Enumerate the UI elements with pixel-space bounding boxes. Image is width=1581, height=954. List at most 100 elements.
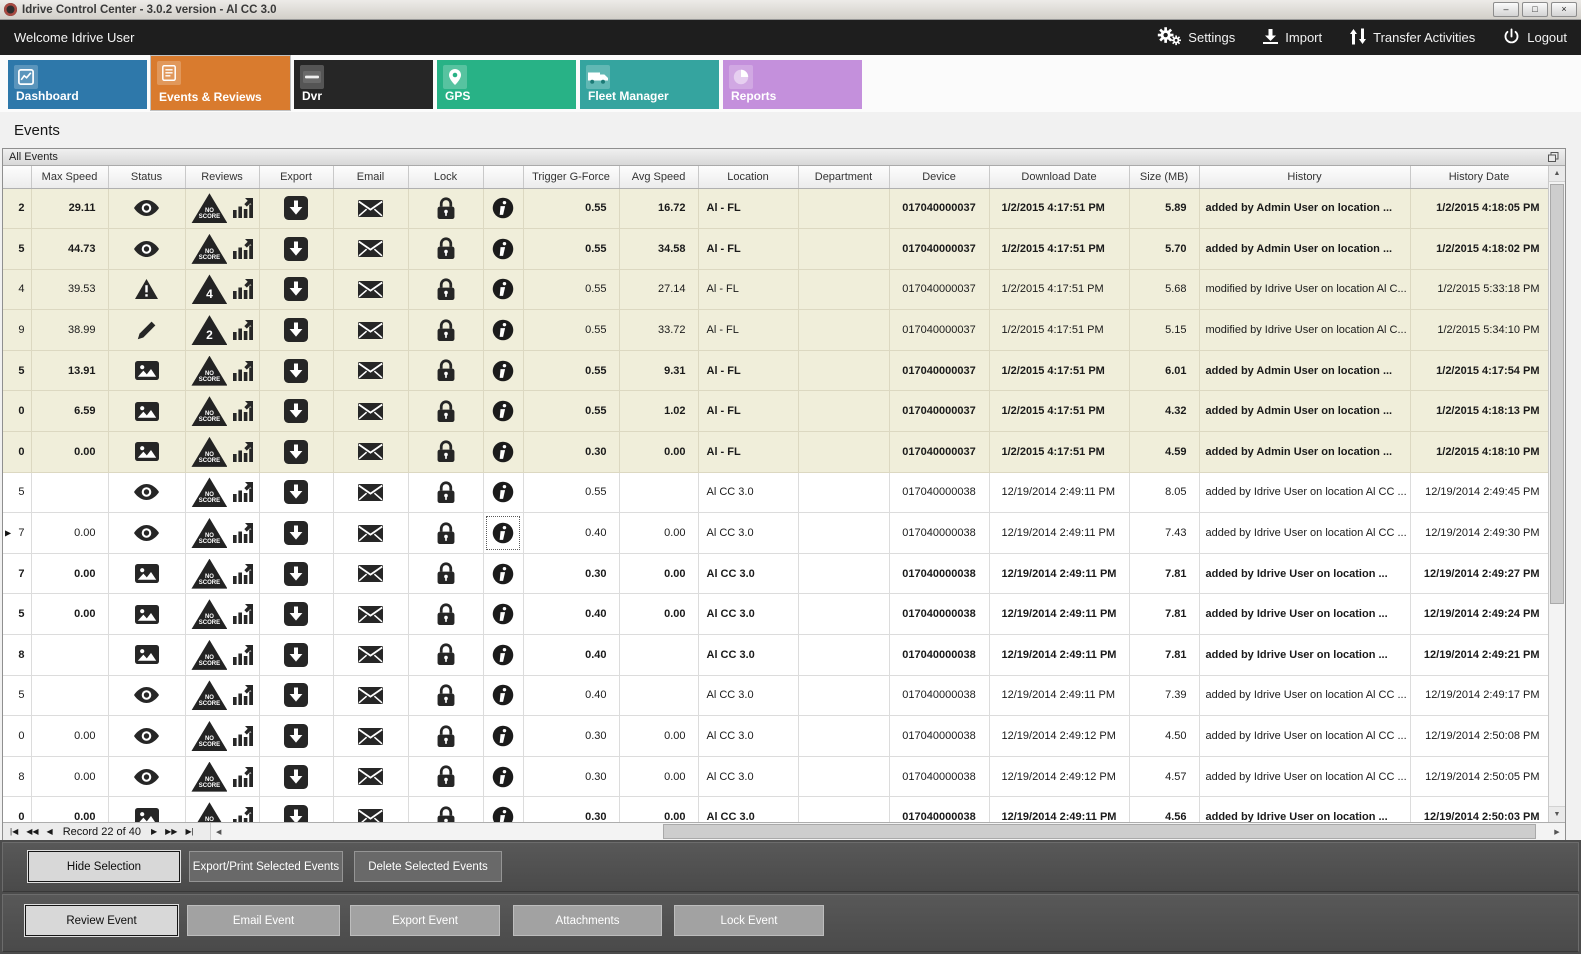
history-date-cell[interactable]: 1/2/2015 5:34:10 PM xyxy=(1410,309,1549,351)
max-speed-cell[interactable] xyxy=(31,675,109,717)
history-date-cell[interactable]: 12/19/2014 2:49:45 PM xyxy=(1410,472,1549,514)
event-row[interactable]: ▶ 5 13.91 NO SCORE 0.55 9.31 Al - FL 017… xyxy=(3,350,1549,392)
download-date-cell[interactable]: 1/2/2015 4:17:51 PM xyxy=(989,269,1130,311)
lock-padlock-icon[interactable] xyxy=(437,562,455,585)
export-download-icon[interactable] xyxy=(284,318,308,343)
settings-button[interactable]: Settings xyxy=(1156,26,1235,49)
lock-padlock-icon[interactable] xyxy=(437,319,455,342)
lock-padlock-icon[interactable] xyxy=(437,481,455,504)
email-cell[interactable] xyxy=(333,350,409,392)
lock-cell[interactable] xyxy=(408,796,484,822)
device-cell[interactable]: 017040000038 xyxy=(889,756,990,798)
department-cell[interactable] xyxy=(798,756,890,798)
history-cell[interactable]: added by Idrive User on location ... xyxy=(1199,593,1411,636)
history-date-cell[interactable]: 1/2/2015 4:18:10 PM xyxy=(1410,431,1549,473)
info-icon[interactable] xyxy=(492,806,514,822)
tab-events-reviews[interactable]: Events & Reviews xyxy=(151,56,290,110)
column-header-trigger-g-force[interactable]: Trigger G-Force xyxy=(523,166,620,189)
event-row[interactable]: ▶ 9 38.99 2 0.55 33.72 Al - FL 017040000… xyxy=(3,309,1549,351)
location-cell[interactable]: Al CC 3.0 xyxy=(698,634,799,676)
next-page-icon[interactable]: ▶▶ xyxy=(165,827,178,836)
history-date-cell[interactable]: 1/2/2015 5:33:18 PM xyxy=(1410,269,1549,311)
email-cell[interactable] xyxy=(333,390,409,433)
review-stats-icon[interactable] xyxy=(232,482,253,503)
lock-cell[interactable] xyxy=(408,634,484,676)
history-date-cell[interactable]: 1/2/2015 4:17:54 PM xyxy=(1410,350,1549,392)
vertical-scrollbar-thumb[interactable] xyxy=(1550,184,1564,604)
max-speed-cell[interactable]: 0.00 xyxy=(31,796,109,822)
info-cell[interactable] xyxy=(483,553,524,595)
device-cell[interactable]: 017040000037 xyxy=(889,350,990,392)
info-icon[interactable] xyxy=(492,684,514,706)
info-icon[interactable] xyxy=(492,197,514,219)
location-cell[interactable]: Al CC 3.0 xyxy=(698,796,799,822)
column-header-device[interactable]: Device xyxy=(889,166,990,189)
download-date-cell[interactable]: 12/19/2014 2:49:11 PM xyxy=(989,634,1130,676)
department-cell[interactable] xyxy=(798,593,890,636)
location-cell[interactable]: Al CC 3.0 xyxy=(698,675,799,717)
column-header-status[interactable]: Status xyxy=(108,166,186,189)
info-icon[interactable] xyxy=(492,360,514,382)
history-cell[interactable]: added by Admin User on location ... xyxy=(1199,431,1411,473)
email-envelope-icon[interactable] xyxy=(358,768,383,786)
reviews-cell[interactable]: NO SCORE xyxy=(185,675,260,717)
info-icon[interactable] xyxy=(492,238,514,260)
lock-event-button[interactable]: Lock Event xyxy=(674,905,824,936)
status-cell[interactable] xyxy=(108,309,186,351)
export-download-icon[interactable] xyxy=(284,683,308,708)
device-cell[interactable]: 017040000038 xyxy=(889,472,990,514)
status-cell[interactable] xyxy=(108,350,186,392)
history-date-cell[interactable]: 12/19/2014 2:50:05 PM xyxy=(1410,756,1549,798)
horizontal-scrollbar-thumb[interactable] xyxy=(663,824,1536,839)
email-cell[interactable] xyxy=(333,715,409,757)
history-date-cell[interactable]: 12/19/2014 2:50:08 PM xyxy=(1410,715,1549,757)
info-icon[interactable] xyxy=(492,725,514,747)
history-cell[interactable]: added by Admin User on location ... xyxy=(1199,390,1411,433)
trigger-g-force-cell[interactable]: 0.55 xyxy=(523,228,620,270)
lock-cell[interactable] xyxy=(408,472,484,514)
horizontal-scrollbar-track[interactable] xyxy=(227,823,1549,840)
email-cell[interactable] xyxy=(333,188,409,230)
event-row[interactable]: ▶ 0 6.59 NO SCORE 0.55 1.02 Al - FL 0170… xyxy=(3,390,1549,433)
column-header-avg-speed[interactable]: Avg Speed xyxy=(619,166,699,189)
review-stats-icon[interactable] xyxy=(232,766,253,787)
location-cell[interactable]: Al - FL xyxy=(698,309,799,351)
event-row[interactable]: ▶ 5 NO SCORE 0.40 Al CC 3.0 017040000038… xyxy=(3,675,1549,717)
download-date-cell[interactable]: 12/19/2014 2:49:11 PM xyxy=(989,553,1130,595)
avg-speed-cell[interactable]: 9.31 xyxy=(619,350,699,392)
max-speed-cell[interactable]: 39.53 xyxy=(31,269,109,311)
event-row[interactable]: ▶ 4 39.53 4 0.55 27.14 Al - FL 017040000… xyxy=(3,269,1549,311)
export-download-icon[interactable] xyxy=(284,561,308,586)
size-cell[interactable]: 4.57 xyxy=(1129,756,1200,798)
download-date-cell[interactable]: 1/2/2015 4:17:51 PM xyxy=(989,390,1130,433)
event-row[interactable]: ▶ 8 NO SCORE 0.40 Al CC 3.0 017040000038… xyxy=(3,634,1549,676)
history-date-cell[interactable]: 1/2/2015 4:18:02 PM xyxy=(1410,228,1549,270)
max-speed-cell[interactable] xyxy=(31,472,109,514)
history-date-cell[interactable]: 12/19/2014 2:49:17 PM xyxy=(1410,675,1549,717)
lock-cell[interactable] xyxy=(408,675,484,717)
export-cell[interactable] xyxy=(259,269,334,311)
reviews-cell[interactable]: NO SCORE xyxy=(185,796,260,822)
lock-padlock-icon[interactable] xyxy=(437,359,455,382)
import-button[interactable]: Import xyxy=(1263,28,1322,47)
transfer-activities-button[interactable]: Transfer Activities xyxy=(1350,28,1475,48)
row-indicator-cell[interactable]: ▶ 5 xyxy=(3,675,32,717)
review-stats-icon[interactable] xyxy=(232,320,253,341)
export-download-icon[interactable] xyxy=(284,277,308,302)
email-envelope-icon[interactable] xyxy=(358,605,383,623)
download-date-cell[interactable]: 12/19/2014 2:49:11 PM xyxy=(989,593,1130,636)
export-download-icon[interactable] xyxy=(284,439,308,464)
lock-cell[interactable] xyxy=(408,228,484,270)
email-cell[interactable] xyxy=(333,675,409,717)
logout-button[interactable]: Logout xyxy=(1503,27,1567,48)
export-cell[interactable] xyxy=(259,188,334,230)
info-icon[interactable] xyxy=(492,603,514,625)
history-cell[interactable]: added by Admin User on location ... xyxy=(1199,350,1411,392)
export-cell[interactable] xyxy=(259,634,334,676)
download-date-cell[interactable]: 12/19/2014 2:49:12 PM xyxy=(989,756,1130,798)
trigger-g-force-cell[interactable]: 0.40 xyxy=(523,512,620,554)
review-stats-icon[interactable] xyxy=(232,198,253,219)
email-envelope-icon[interactable] xyxy=(358,727,383,745)
review-stats-icon[interactable] xyxy=(232,644,253,665)
prev-record-icon[interactable]: ◀ xyxy=(46,827,53,836)
